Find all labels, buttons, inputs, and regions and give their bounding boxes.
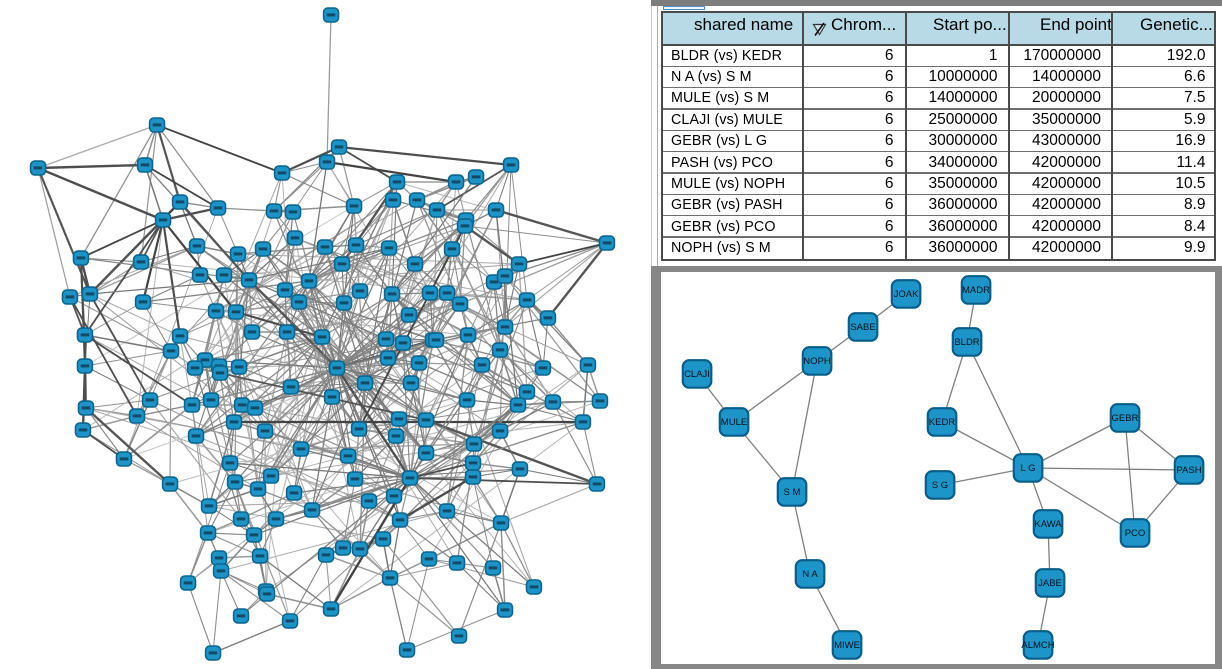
svg-text:KAWA: KAWA [1034, 519, 1062, 530]
svg-text:GEBR: GEBR [1112, 413, 1139, 424]
svg-text:S M: S M [784, 487, 801, 498]
svg-text:L G: L G [1021, 463, 1036, 474]
svg-text:JOAK: JOAK [894, 289, 919, 300]
svg-text:MULE: MULE [721, 417, 747, 428]
svg-text:CLAJI: CLAJI [684, 369, 710, 380]
svg-text:BLDR: BLDR [954, 337, 979, 348]
svg-text:KEDR: KEDR [929, 417, 956, 428]
svg-text:PCO: PCO [1125, 528, 1146, 539]
svg-text:MIWE: MIWE [834, 640, 860, 651]
svg-text:JABE: JABE [1038, 578, 1062, 589]
svg-text:PASH: PASH [1176, 465, 1201, 476]
svg-text:NOPH: NOPH [803, 356, 831, 367]
svg-text:MADR: MADR [962, 285, 990, 296]
svg-text:SABE: SABE [850, 322, 875, 333]
svg-text:ALMCH: ALMCH [1021, 640, 1054, 651]
svg-text:N A: N A [802, 569, 818, 580]
svg-text:S G: S G [932, 480, 948, 491]
